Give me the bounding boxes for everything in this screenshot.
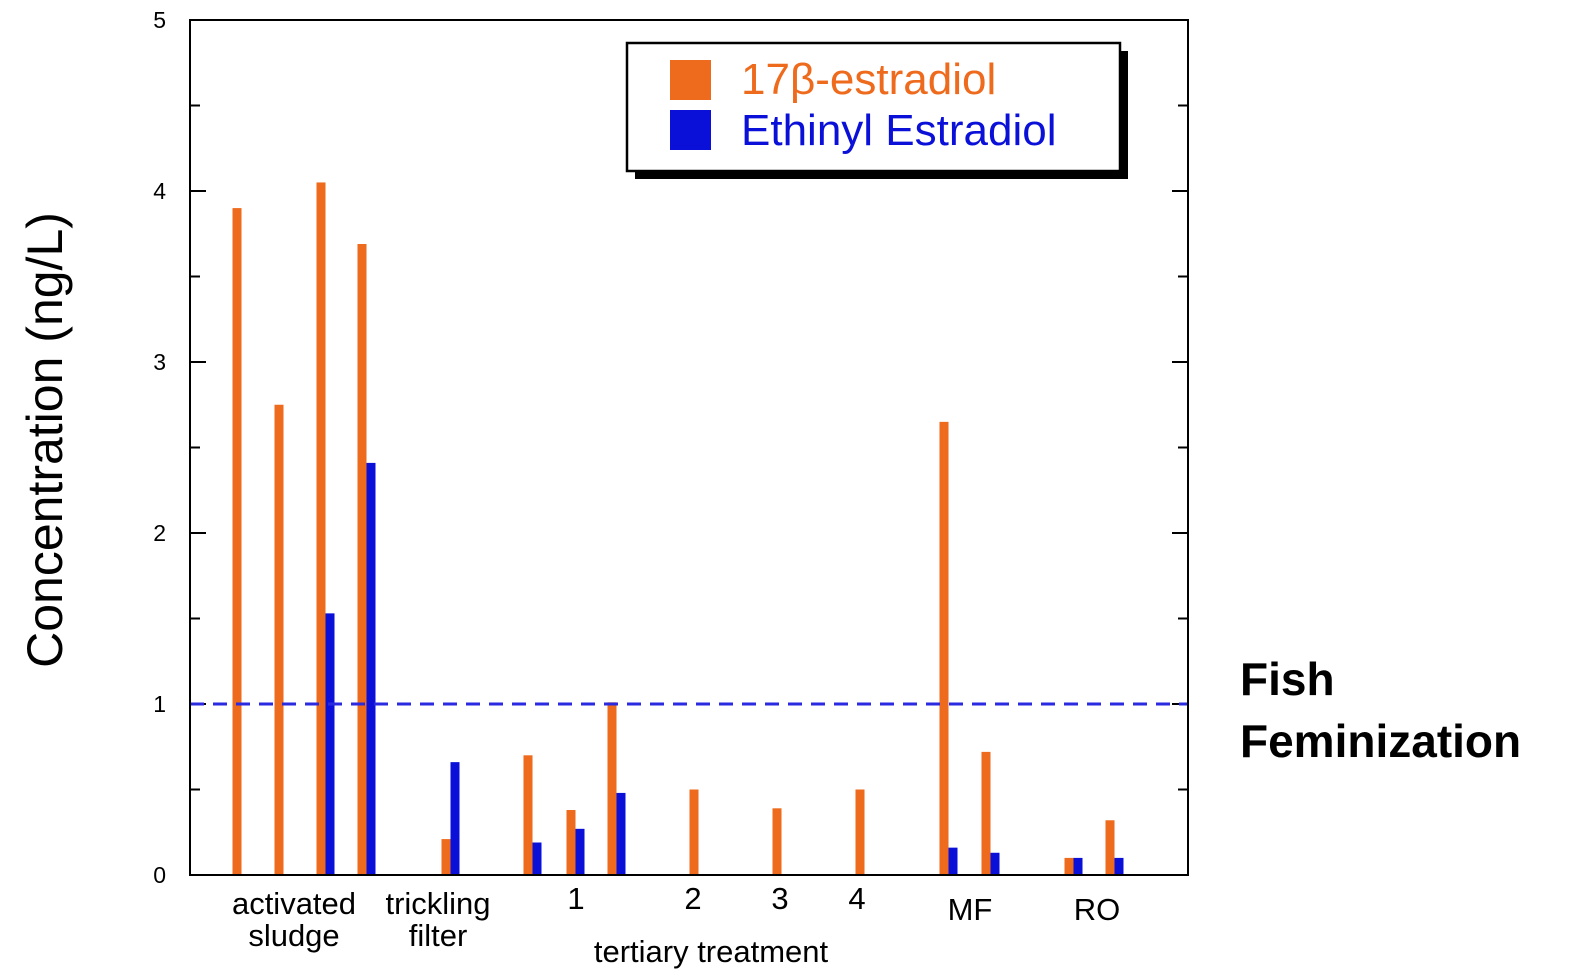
legend-swatch-ee2: [670, 110, 711, 150]
bar-ee2: [575, 828, 585, 875]
bar-ee2: [990, 852, 1000, 875]
bar-e2: [566, 810, 576, 875]
bar-e2: [1105, 820, 1115, 875]
y-axis-label: Concentration (ng/L): [17, 212, 73, 668]
bar-e2: [274, 404, 284, 875]
category-label: RO: [1074, 892, 1121, 927]
group-label: tertiary treatment: [594, 934, 829, 969]
bar-e2: [981, 751, 991, 875]
bar-e2: [1064, 857, 1074, 875]
category-label: trickling: [385, 886, 490, 921]
y-tick-labels: 0 1 2 3 4 5: [153, 7, 166, 888]
category-label: filter: [409, 918, 468, 953]
legend-label-e2: 17β-estradiol: [741, 55, 996, 104]
bar-e2: [441, 839, 451, 875]
bar-e2: [772, 808, 782, 875]
bar-ee2: [1114, 857, 1124, 875]
y-tick-label: 2: [153, 520, 166, 546]
bar-e2: [855, 789, 865, 875]
legend-label-ee2: Ethinyl Estradiol: [741, 106, 1056, 155]
category-label: 2: [684, 881, 701, 916]
threshold-label-line-2: Feminization: [1240, 715, 1521, 767]
bar-ee2: [450, 762, 460, 875]
category-label: activated: [232, 886, 356, 921]
bar-ee2: [948, 847, 958, 875]
bar-ee2: [366, 462, 376, 875]
category-label: 3: [771, 881, 788, 916]
y-tick-label: 0: [153, 862, 166, 888]
y-tick-label: 3: [153, 349, 166, 375]
plot-frame: [189, 19, 1189, 876]
bar-ee2: [1073, 857, 1083, 875]
bar-e2: [523, 755, 533, 875]
bar-e2: [316, 182, 326, 875]
bar-e2: [607, 702, 617, 875]
category-label: 4: [848, 881, 865, 916]
y-tick-label: 4: [153, 178, 166, 204]
bar-e2: [232, 208, 242, 876]
bars: [232, 182, 1124, 876]
bar-e2: [689, 789, 699, 875]
threshold-label-line-1: Fish: [1240, 653, 1335, 705]
category-label: 1: [567, 881, 584, 916]
category-label: sludge: [248, 918, 339, 953]
legend-swatch-e2: [670, 60, 711, 100]
bar-e2: [939, 421, 949, 875]
legend: 17β-estradiol Ethinyl Estradiol: [625, 41, 1128, 179]
bar-ee2: [532, 842, 542, 875]
y-tick-label: 1: [153, 691, 166, 717]
bar-ee2: [325, 613, 335, 875]
bar-ee2: [616, 792, 626, 875]
category-label: MF: [948, 892, 993, 927]
y-tick-label: 5: [153, 7, 166, 33]
bar-e2: [357, 244, 367, 875]
